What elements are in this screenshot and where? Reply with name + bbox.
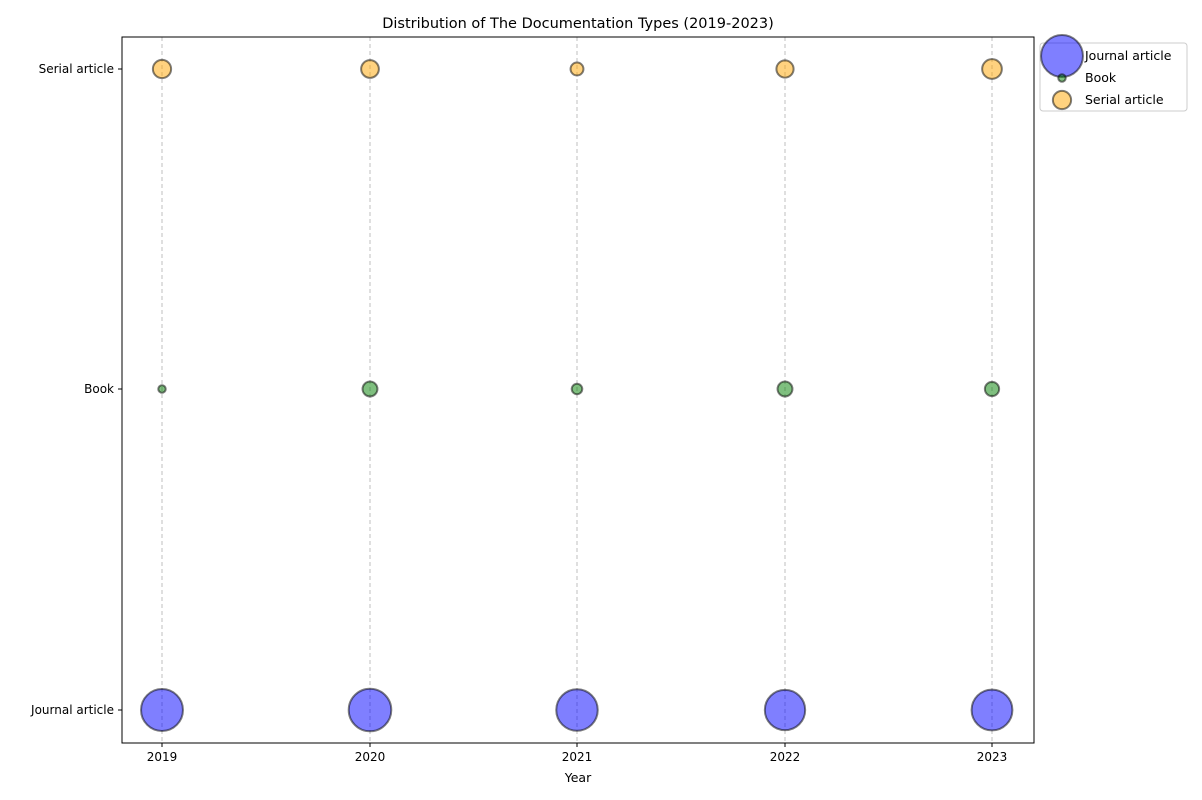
x-tick-label: 2022 [770, 750, 801, 764]
bubble-point [981, 58, 1003, 80]
plot-area-frame [121, 36, 1035, 744]
legend-label: Book [1085, 70, 1117, 85]
bubble-point [775, 59, 795, 79]
y-axis: Journal article Book Serial article [30, 62, 122, 717]
bubble-point [983, 380, 1001, 398]
bubble-layer [140, 58, 1014, 733]
y-tick-label: Serial article [39, 62, 114, 76]
x-tick-label: 2021 [562, 750, 593, 764]
x-tick-label: 2019 [147, 750, 178, 764]
bubble-point [763, 688, 807, 732]
bubble-point [970, 688, 1014, 732]
bubble-point [157, 384, 167, 394]
bubble-point [360, 59, 380, 79]
y-tick-label: Book [84, 382, 114, 396]
bubble-point [555, 688, 599, 732]
legend-marker [1051, 89, 1073, 111]
bubble-point [151, 58, 173, 80]
bubble-point [347, 687, 393, 733]
bubble-point [140, 688, 184, 732]
x-tick-label: 2020 [355, 750, 386, 764]
bubble-point [361, 380, 379, 398]
x-axis: 2019 2020 2021 2022 2023 [147, 743, 1008, 764]
legend-label: Journal article [1084, 48, 1172, 63]
bubble-point [570, 382, 584, 396]
bubble-point [569, 61, 585, 77]
legend: Journal article Book Serial article [1039, 34, 1188, 112]
x-axis-label: Year [564, 770, 592, 785]
y-tick-label: Journal article [30, 703, 114, 717]
x-tick-label: 2023 [977, 750, 1008, 764]
legend-marker [1057, 73, 1067, 83]
bubble-point [776, 380, 794, 398]
legend-marker [1040, 34, 1084, 78]
chart-title: Distribution of The Documentation Types … [382, 16, 774, 32]
legend-label: Serial article [1085, 92, 1164, 107]
